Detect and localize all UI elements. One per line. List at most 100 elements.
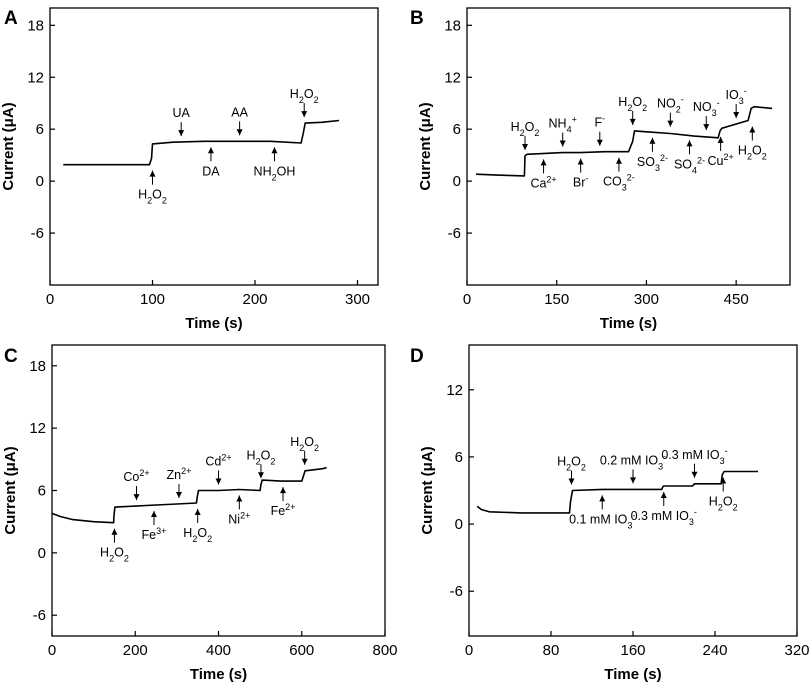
- annotation-label: Fe2+: [271, 502, 296, 518]
- annotation-label: UA: [173, 106, 191, 120]
- annotation-label: H2O2: [709, 494, 738, 512]
- y-tick-label: 18: [444, 17, 461, 34]
- arrow-head: [568, 478, 575, 485]
- arrow-head: [615, 157, 622, 164]
- arrow-head: [301, 111, 308, 118]
- arrow-head: [630, 477, 636, 484]
- x-tick-label: 400: [206, 642, 231, 659]
- annotation-label: 0.3 mM IO3-: [661, 446, 727, 466]
- annotation: H2O2: [709, 477, 738, 512]
- x-tick-label: 200: [123, 642, 148, 659]
- arrow-head: [150, 511, 157, 518]
- arrow-head: [111, 528, 118, 535]
- annotation: Br-: [573, 158, 589, 190]
- arrow-head: [149, 170, 156, 177]
- x-tick-label: 80: [543, 642, 560, 659]
- arrow-head: [596, 139, 603, 146]
- x-axis-label: Time (s): [604, 666, 661, 683]
- annotation-label: Cd2+: [205, 453, 231, 469]
- annotation: 0.2 mM IO3-: [600, 451, 666, 484]
- arrow-head: [749, 126, 756, 133]
- annotation: UA: [173, 106, 191, 137]
- x-tick-label: 0: [465, 642, 473, 659]
- arrow-head: [236, 129, 243, 136]
- annotation-label: NH2OH: [254, 164, 296, 182]
- x-tick-label: 300: [345, 291, 370, 308]
- series-line: [476, 470, 758, 514]
- annotation-label: H2O2: [290, 87, 319, 105]
- annotation: F-: [594, 114, 605, 146]
- annotation-label: Cu2+: [707, 152, 733, 168]
- y-axis-label: Current (μA): [417, 102, 434, 190]
- annotation: H2O2: [247, 448, 276, 479]
- annotation: IO3-: [726, 86, 747, 118]
- annotation-label: H2O2: [738, 144, 767, 162]
- arrow-head: [599, 495, 606, 502]
- arrow-head: [175, 492, 182, 499]
- arrow-head: [703, 124, 710, 131]
- x-tick-label: 160: [620, 642, 645, 659]
- arrow-head: [717, 136, 724, 143]
- arrow-head: [301, 458, 308, 465]
- x-tick-label: 150: [544, 291, 569, 308]
- x-tick-label: 200: [242, 291, 267, 308]
- plot-frame: [468, 344, 798, 637]
- x-tick-label: 0: [48, 642, 56, 659]
- arrow-head: [660, 492, 667, 499]
- arrow-head: [667, 120, 674, 127]
- annotation-label: Fe3+: [142, 526, 167, 542]
- annotation-label: H2O2: [247, 448, 276, 466]
- x-tick-label: 240: [702, 642, 727, 659]
- y-tick-label: 6: [453, 121, 461, 138]
- annotation-label: DA: [202, 164, 220, 178]
- annotation-label: H2O2: [100, 546, 129, 564]
- x-axis-label: Time (s): [190, 666, 247, 683]
- annotation: H2O2: [290, 435, 319, 465]
- y-tick-label: 0: [38, 545, 46, 562]
- plot-frame: [49, 7, 379, 286]
- x-tick-label: 320: [784, 642, 809, 659]
- annotation-label: Ni2+: [228, 510, 250, 526]
- y-tick-label: 6: [455, 449, 463, 466]
- y-tick-label: 6: [36, 121, 44, 138]
- y-axis-label: Current (μA): [2, 446, 19, 534]
- annotation-label: Br-: [573, 174, 589, 190]
- chart-panel-a: A 0 100 200 300 -6 0 6 12 18 Time (s) Current (μA) H…: [0, 7, 379, 332]
- annotation: H2O2: [738, 126, 767, 162]
- y-axis-label: Current (μA): [419, 446, 436, 534]
- annotation: NO3-: [693, 98, 720, 131]
- series-line: [63, 119, 340, 166]
- panel-letter: D: [410, 346, 424, 367]
- arrow-head: [194, 508, 201, 515]
- x-tick-label: 450: [724, 291, 749, 308]
- panel-letter: C: [4, 346, 18, 367]
- annotation-label: H2O2: [183, 526, 212, 544]
- annotation-label: H2O2: [138, 188, 167, 206]
- annotation: CO32-: [603, 157, 635, 193]
- chart-panel-c: C 0 200 400 600 800 -6 0 6 12 18 Time (s) Current (μ…: [2, 344, 398, 683]
- arrow-head: [215, 478, 222, 485]
- arrow-head: [686, 140, 693, 147]
- y-tick-label: -6: [33, 607, 46, 624]
- y-tick-label: 12: [444, 69, 461, 86]
- annotation: Zn2+: [167, 466, 191, 499]
- x-tick-label: 100: [140, 291, 165, 308]
- annotation-label: NH4+: [549, 115, 577, 135]
- arrow-head: [178, 130, 185, 137]
- annotation: NO2-: [657, 95, 684, 127]
- x-tick-label: 300: [634, 291, 659, 308]
- arrow-head: [133, 494, 140, 501]
- y-tick-label: 18: [29, 358, 46, 375]
- annotation-label: IO3-: [726, 86, 747, 106]
- annotation-label: H2O2: [290, 435, 319, 453]
- arrow-head: [257, 472, 264, 479]
- annotation: 0.1 mM IO3-: [569, 495, 635, 530]
- annotation: 0.3 mM IO3-: [631, 492, 697, 527]
- annotation-label: H2O2: [618, 95, 647, 113]
- x-tick-label: 0: [463, 291, 471, 308]
- annotation: Cd2+: [205, 453, 232, 485]
- arrow-head: [271, 147, 278, 154]
- annotation-label: 0.1 mM IO3-: [569, 510, 635, 530]
- annotation: NH2OH: [254, 147, 296, 182]
- annotation: 0.3 mM IO3-: [661, 446, 728, 478]
